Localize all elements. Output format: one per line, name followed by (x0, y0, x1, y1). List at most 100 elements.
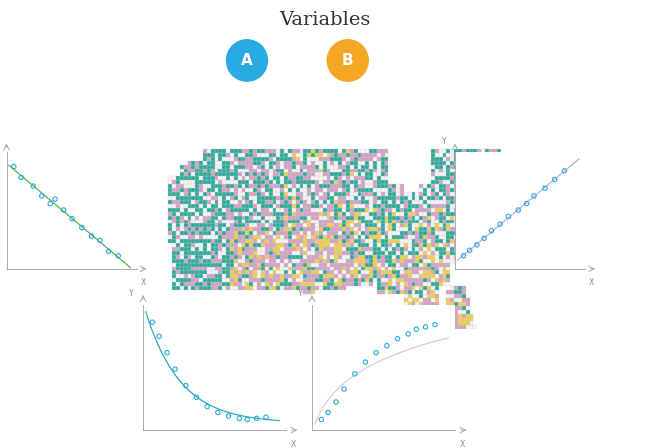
Bar (393, 243, 396, 247)
Bar (389, 243, 393, 247)
Bar (427, 259, 431, 263)
Bar (261, 239, 265, 243)
Bar (447, 231, 450, 235)
Bar (319, 196, 323, 200)
Bar (257, 208, 261, 211)
Bar (195, 259, 199, 263)
Bar (465, 243, 469, 247)
Bar (280, 259, 284, 263)
Bar (439, 172, 443, 177)
Bar (230, 267, 234, 271)
Bar (234, 239, 238, 243)
Bar (423, 231, 427, 235)
Bar (199, 243, 203, 247)
Bar (172, 188, 176, 192)
Bar (188, 274, 191, 278)
Bar (431, 259, 435, 263)
Bar (454, 172, 458, 177)
Bar (214, 177, 218, 180)
Bar (369, 172, 373, 177)
Bar (307, 204, 311, 208)
Bar (400, 224, 404, 227)
Bar (222, 211, 226, 215)
Bar (396, 290, 400, 294)
Bar (207, 172, 211, 177)
Bar (211, 239, 214, 243)
Bar (334, 255, 338, 258)
Bar (454, 251, 458, 255)
Bar (354, 247, 358, 251)
Bar (280, 282, 284, 286)
Bar (307, 196, 311, 200)
Bar (338, 196, 342, 200)
Bar (350, 243, 354, 247)
Bar (342, 164, 346, 168)
Bar (330, 149, 334, 153)
Bar (431, 271, 435, 274)
Bar (195, 247, 199, 251)
Bar (393, 227, 396, 231)
Bar (346, 180, 350, 184)
Bar (265, 224, 268, 227)
Bar (400, 255, 404, 258)
Bar (439, 259, 443, 263)
Bar (280, 231, 284, 235)
Bar (288, 215, 292, 220)
Bar (447, 184, 450, 188)
Bar (304, 220, 307, 224)
Bar (354, 211, 358, 215)
Bar (330, 180, 334, 184)
Bar (447, 274, 450, 278)
Bar (393, 235, 396, 239)
Bar (330, 200, 334, 204)
Bar (377, 184, 381, 188)
Bar (393, 282, 396, 286)
Bar (450, 243, 454, 247)
Bar (400, 196, 404, 200)
Bar (218, 274, 222, 278)
Bar (315, 251, 319, 255)
Bar (276, 180, 280, 184)
Bar (268, 247, 272, 251)
Bar (358, 251, 361, 255)
Bar (184, 271, 187, 274)
Bar (195, 286, 199, 290)
Bar (300, 149, 304, 153)
Bar (276, 274, 280, 278)
Bar (195, 239, 199, 243)
Bar (419, 211, 423, 215)
Bar (454, 310, 458, 314)
Bar (443, 259, 447, 263)
Bar (222, 161, 226, 165)
Bar (342, 282, 346, 286)
Bar (334, 177, 338, 180)
Bar (288, 227, 292, 231)
Bar (415, 271, 419, 274)
Bar (257, 196, 261, 200)
Bar (195, 282, 199, 286)
Bar (230, 235, 234, 239)
Bar (300, 243, 304, 247)
Bar (377, 149, 381, 153)
Bar (254, 200, 257, 204)
Bar (172, 271, 176, 274)
Bar (176, 192, 180, 196)
Bar (172, 220, 176, 224)
Bar (427, 325, 431, 329)
Bar (304, 278, 307, 282)
Bar (254, 282, 257, 286)
Bar (469, 188, 473, 192)
Bar (365, 224, 369, 227)
Bar (238, 271, 242, 274)
Bar (222, 282, 226, 286)
Bar (400, 286, 404, 290)
Bar (462, 188, 465, 192)
Bar (350, 251, 354, 255)
Bar (419, 318, 423, 322)
Bar (361, 282, 365, 286)
Bar (222, 278, 226, 282)
Bar (203, 196, 207, 200)
Bar (191, 192, 195, 196)
Bar (396, 267, 400, 271)
Bar (222, 235, 226, 239)
